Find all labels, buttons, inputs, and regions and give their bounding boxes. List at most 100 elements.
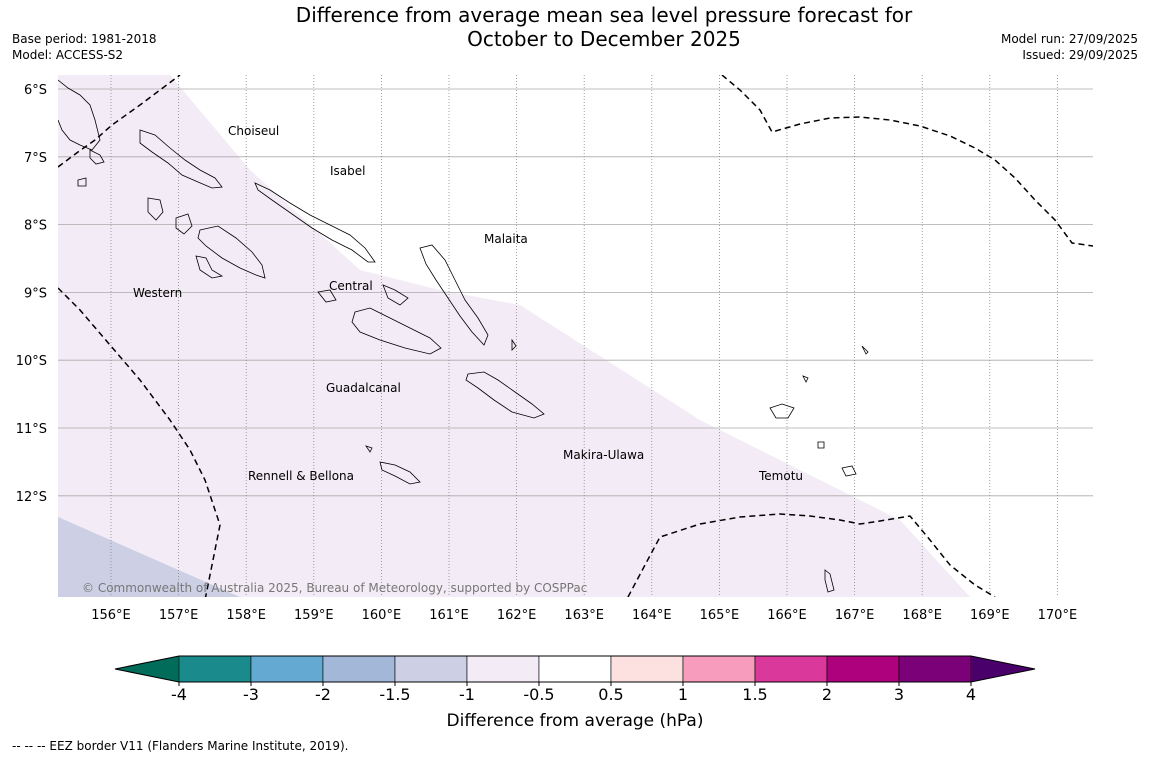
chart-title: Difference from average mean sea level p… — [0, 3, 1150, 51]
model-name: Model: ACCESS-S2 — [12, 48, 124, 62]
colorbar-tick-label: 3 — [894, 685, 904, 704]
duff-islands-coast — [802, 375, 809, 383]
lon-label: 158°E — [226, 608, 266, 623]
bellona-coast — [365, 445, 373, 453]
map-plot-area: Choiseul Isabel Malaita Western Central … — [58, 75, 1093, 597]
colorbar-tick-label: -1.5 — [379, 685, 410, 704]
province-label-choiseul: Choiseul — [228, 124, 279, 138]
lat-label: 10°S — [16, 354, 47, 369]
isabel-coast — [254, 182, 376, 263]
colorbar-tick-label: 1.5 — [742, 685, 767, 704]
meta-right: Model run: 27/09/2025 Issued: 29/09/2025 — [1001, 31, 1138, 63]
shortland-coast — [77, 177, 87, 187]
colorbar-tick-label: 1 — [678, 685, 688, 704]
bougainville-coast — [58, 79, 101, 151]
colorbar-extend-high — [971, 656, 1035, 682]
reef-islands-coast — [861, 345, 869, 355]
ulawa-coast — [511, 338, 517, 351]
colorbar-segment — [322, 655, 396, 683]
colorbar-tick-label: -2 — [315, 685, 331, 704]
colorbar-extend-low — [115, 656, 179, 682]
colorbar-segment — [754, 655, 828, 683]
colorbar-title: Difference from average (hPa) — [447, 711, 704, 731]
lon-label: 166°E — [767, 608, 807, 623]
utupua-coast — [817, 441, 825, 449]
colorbar-segment — [898, 655, 972, 683]
tikopia-coast — [824, 569, 835, 593]
province-label-isabel: Isabel — [330, 164, 365, 178]
colorbar-tick-label: -3 — [243, 685, 259, 704]
lat-label: 7°S — [24, 151, 47, 166]
title-line-2: October to December 2025 — [467, 27, 741, 51]
lon-label: 170°E — [1038, 608, 1078, 623]
colorbar-segment — [826, 655, 900, 683]
province-label-guadalcanal: Guadalcanal — [326, 381, 401, 395]
longitude-labels: 156°E 157°E 158°E 159°E 160°E 161°E 162°E 163°E… — [91, 608, 1077, 623]
vanikoro-coast — [841, 465, 857, 477]
makira-coast — [465, 371, 545, 419]
longitude-gridlines — [110, 75, 1058, 597]
province-labels: Choiseul Isabel Malaita Western Central … — [133, 124, 803, 483]
colorbar-segment — [538, 655, 612, 683]
vella-lavella-coast — [147, 197, 164, 221]
eez-borders — [58, 75, 1093, 597]
anomaly-region-light — [58, 75, 970, 597]
province-label-makira-ulawa: Makira-Ulawa — [563, 448, 644, 462]
lat-label: 6°S — [24, 83, 47, 98]
meta-left: Base period: 1981-2018 Model: ACCESS-S2 — [12, 31, 157, 63]
lon-label: 167°E — [835, 608, 875, 623]
eez-border-north-west — [58, 75, 181, 168]
florida-islands-coast — [317, 289, 337, 303]
colorbar-tick-label: 2 — [822, 685, 832, 704]
colorbar-tick-label: 4 — [966, 685, 976, 704]
eez-legend-note: -- -- -- EEZ border V11 (Flanders Marine… — [12, 739, 349, 753]
base-period: Base period: 1981-2018 — [12, 32, 157, 46]
lon-label: 156°E — [91, 608, 131, 623]
colorbar-segment — [394, 655, 468, 683]
colorbar-segment — [250, 655, 324, 683]
lat-label: 12°S — [16, 490, 47, 505]
colorbar-segment — [610, 655, 684, 683]
lon-label: 169°E — [970, 608, 1010, 623]
lon-label: 162°E — [497, 608, 537, 623]
guadalcanal-coast — [351, 307, 442, 355]
latitude-gridlines — [58, 88, 1093, 497]
colorbar-segment — [178, 655, 252, 683]
colorbar-segment — [466, 655, 540, 683]
lon-label: 164°E — [632, 608, 672, 623]
title-line-1: Difference from average mean sea level p… — [295, 3, 913, 27]
rennell-coast — [379, 461, 421, 485]
malaita-coast — [419, 244, 489, 346]
savo-coast — [382, 284, 409, 306]
lon-label: 168°E — [902, 608, 942, 623]
lon-label: 159°E — [294, 608, 334, 623]
coastlines — [58, 79, 869, 593]
kolombangara-coast — [175, 213, 193, 235]
eez-border-south-east — [627, 513, 996, 597]
bougainville-small-coast — [89, 149, 105, 165]
latitude-labels: 6°S 7°S 8°S 9°S 10°S 11°S 12°S — [16, 83, 47, 505]
lon-label: 157°E — [159, 608, 199, 623]
colorbar: -4 -3 -2 -1.5 -1 -0.5 0.5 1 1.5 2 3 4 Difference fr… — [114, 655, 1036, 731]
lat-label: 8°S — [24, 219, 47, 234]
anomaly-region-lavender — [58, 517, 240, 597]
lon-label: 160°E — [362, 608, 402, 623]
colorbar-segment — [682, 655, 756, 683]
province-label-western: Western — [133, 286, 182, 300]
province-label-rennell-bellona: Rennell & Bellona — [248, 469, 354, 483]
lat-label: 11°S — [16, 422, 47, 437]
rendova-coast — [195, 255, 224, 279]
eez-border-west — [58, 287, 221, 597]
province-label-malaita: Malaita — [484, 232, 528, 246]
copyright-notice: © Commonwealth of Australia 2025, Bureau… — [82, 581, 587, 595]
lon-label: 161°E — [429, 608, 469, 623]
issued-date: Issued: 29/09/2025 — [1022, 48, 1138, 62]
lat-label: 9°S — [24, 286, 47, 301]
model-run: Model run: 27/09/2025 — [1000, 32, 1138, 46]
colorbar-tick-label: -0.5 — [523, 685, 554, 704]
colorbar-tick-label: 0.5 — [598, 685, 623, 704]
santa-cruz-coast — [769, 403, 795, 419]
colorbar-tick-label: -1 — [459, 685, 475, 704]
new-georgia-coast — [197, 225, 266, 279]
